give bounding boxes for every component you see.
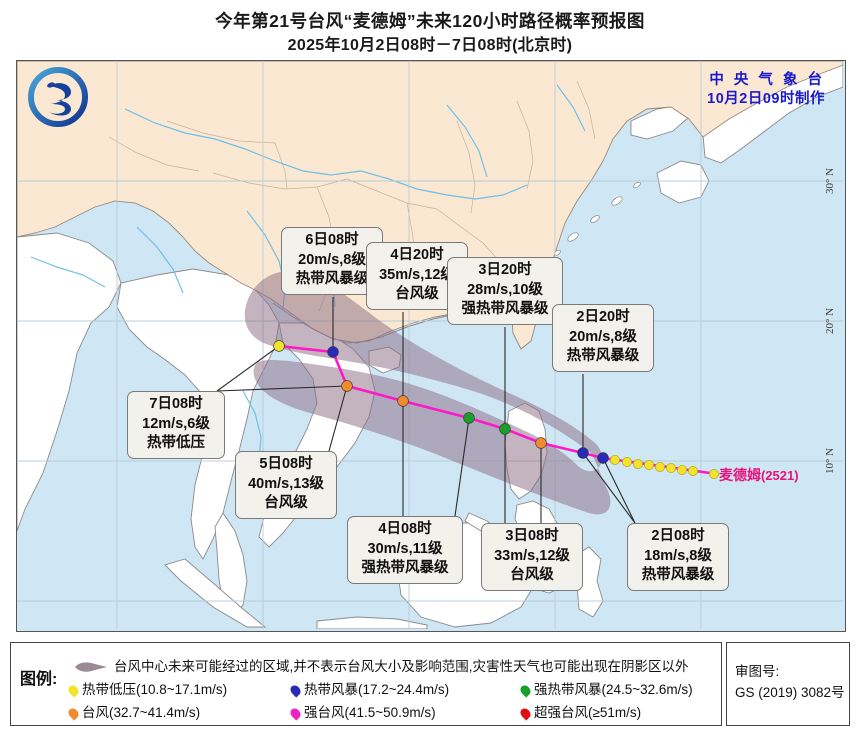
landmass-india — [17, 232, 122, 532]
legend-marker-icon — [66, 683, 81, 698]
approval-label: 审图号: — [735, 664, 780, 679]
forecast-point-1[interactable] — [597, 452, 609, 464]
watermark-agency: 中 央 气 象 台 — [709, 72, 825, 88]
lat-label-2: 10° N — [823, 447, 836, 475]
callout-time: 2日08时 — [651, 528, 705, 544]
legend-panel: 图例: 台风中心未来可能经过的区域,并不表示台风大小及影响范围,灾害性天气也可能… — [10, 642, 722, 726]
callout-3日08时: 3日08时 33m/s,12级 台风级 — [481, 523, 583, 591]
callout-time: 3日08时 — [505, 528, 559, 544]
forecast-point-2[interactable] — [577, 447, 589, 459]
callout-category: 强热带风暴级 — [361, 560, 449, 576]
legend-item-label: 强台风(41.5~50.9m/s) — [304, 705, 436, 720]
callout-category: 热带风暴级 — [295, 271, 369, 287]
legend-marker-icon — [288, 683, 303, 698]
callout-2日20时: 2日20时 20m/s,8级 热带风暴级 — [552, 304, 654, 372]
callout-wind: 18m/s,8级 — [644, 547, 712, 564]
callout-time: 7日08时 — [149, 396, 203, 412]
watermark-issued: 10月2日09时制作 — [707, 91, 825, 107]
legend-item-4: 强台风(41.5~50.9m/s) — [288, 702, 436, 722]
legend-marker-icon — [288, 706, 303, 721]
callout-time: 4日08时 — [378, 521, 432, 537]
legend-marker-icon — [518, 683, 533, 698]
storm-id-text: (2521) — [761, 468, 799, 483]
callout-wind: 20m/s,8级 — [298, 251, 366, 268]
forecast-point-8[interactable] — [327, 346, 339, 358]
storm-name-label: 麦德姆(2521) — [719, 465, 799, 485]
legend-cone-row: 台风中心未来可能经过的区域,并不表示台风大小及影响范围,灾害性天气也可能出现在阴… — [73, 655, 689, 675]
callout-time: 6日08时 — [305, 232, 359, 248]
callout-wind: 12m/s,6级 — [142, 415, 210, 432]
callout-category: 热带风暴级 — [566, 348, 640, 364]
approval-number-panel: 审图号: GS (2019) 3082号 — [726, 642, 850, 726]
landmass-sumatra — [164, 558, 267, 628]
callout-3日20时: 3日20时 28m/s,10级 强热带风暴级 — [447, 257, 563, 325]
forecast-point-9[interactable] — [273, 340, 285, 352]
callout-time: 5日08时 — [259, 456, 313, 472]
callout-wind: 30m/s,11级 — [367, 540, 443, 557]
legend-marker-icon — [66, 706, 81, 721]
legend-title: 图例: — [20, 671, 58, 688]
callout-time: 2日20时 — [576, 309, 630, 325]
legend-marker-icon — [518, 706, 533, 721]
callout-category: 台风级 — [264, 495, 308, 511]
graticule-lines — [17, 61, 843, 629]
storm-name-text: 麦德姆 — [719, 467, 761, 483]
callout-7日08时: 7日08时 12m/s,6级 热带低压 — [127, 391, 225, 459]
legend-item-1: 热带风暴(17.2~24.4m/s) — [288, 679, 450, 699]
legend-cone-text: 台风中心未来可能经过的区域,并不表示台风大小及影响范围,灾害性天气也可能出现在阴… — [114, 659, 689, 674]
callout-category: 热带风暴级 — [641, 567, 715, 583]
lat-label-1: 20° N — [823, 307, 836, 335]
callout-wind: 33m/s,12级 — [494, 547, 570, 564]
past-track — [602, 455, 719, 479]
callout-leader-lines — [216, 297, 636, 524]
legend-item-5: 超强台风(≥51m/s) — [518, 702, 642, 722]
legend-item-label: 台风(32.7~41.4m/s) — [82, 705, 201, 720]
lat-label-0: 30° N — [823, 167, 836, 195]
approval-number: GS (2019) 3082号 — [735, 685, 845, 700]
cone-swatch-icon — [75, 662, 107, 672]
landmass-china — [17, 61, 843, 344]
legend-item-2: 强热带风暴(24.5~32.6m/s) — [518, 679, 693, 699]
landmass-ryukyu-islands — [553, 181, 641, 257]
forecast-point-6[interactable] — [397, 395, 409, 407]
legend-item-label: 强热带风暴(24.5~32.6m/s) — [534, 682, 693, 697]
legend-item-label: 超强台风(≥51m/s) — [534, 705, 642, 720]
callout-wind: 28m/s,10级 — [467, 281, 543, 298]
callout-category: 台风级 — [510, 567, 554, 583]
title-line-1: 今年第21号台风“麦德姆”未来120小时路径概率预报图 — [215, 11, 645, 31]
uncertainty-cone — [244, 270, 611, 515]
typhoon-track-map[interactable]: 中 央 气 象 台 10月2日09时制作 麦德姆(2521) 7日08时 12m/… — [16, 60, 846, 632]
legend-item-0: 热带低压(10.8~17.1m/s) — [66, 679, 228, 699]
callout-5日08时: 5日08时 40m/s,13级 台风级 — [235, 451, 337, 519]
page-title: 今年第21号台风“麦德姆”未来120小时路径概率预报图 2025年10月2日08… — [0, 8, 860, 58]
landmass-java — [316, 616, 428, 629]
legend-item-label: 热带低压(10.8~17.1m/s) — [82, 682, 228, 697]
cma-watermark: 中 央 气 象 台 10月2日09时制作 — [707, 71, 825, 109]
forecast-point-3[interactable] — [535, 437, 547, 449]
callout-category: 强热带风暴级 — [461, 301, 549, 317]
callout-4日08时: 4日08时 30m/s,11级 强热带风暴级 — [347, 516, 463, 584]
forecast-point-4[interactable] — [499, 423, 511, 435]
forecast-point-5[interactable] — [463, 412, 475, 424]
forecast-point-7[interactable] — [341, 380, 353, 392]
callout-category: 热带低压 — [147, 435, 205, 451]
legend-item-3: 台风(32.7~41.4m/s) — [66, 702, 201, 722]
callout-2日08时: 2日08时 18m/s,8级 热带风暴级 — [627, 523, 729, 591]
title-line-2: 2025年10月2日08时－7日08时(北京时) — [287, 37, 573, 54]
callout-time: 3日20时 — [478, 262, 532, 278]
cma-logo-icon — [28, 67, 88, 127]
landmass-korea — [630, 104, 690, 140]
callout-wind: 20m/s,8级 — [569, 328, 637, 345]
legend-item-label: 热带风暴(17.2~24.4m/s) — [304, 682, 450, 697]
landmass-japan-kyushu — [656, 160, 710, 204]
callout-wind: 40m/s,13级 — [248, 475, 324, 492]
forecast-track-points — [273, 340, 609, 464]
